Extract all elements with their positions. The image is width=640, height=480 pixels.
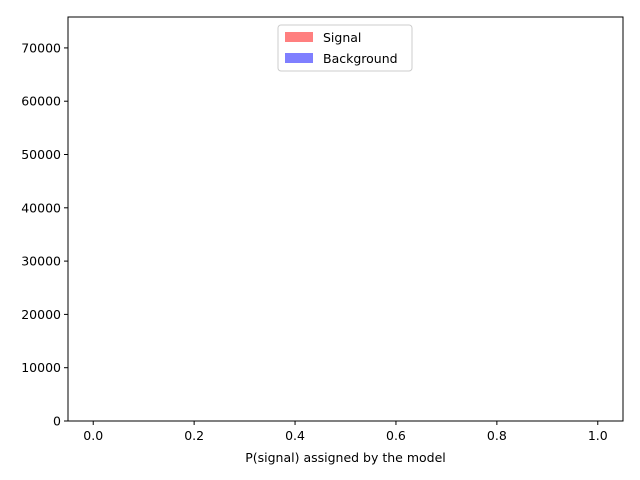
y-tick-label: 50000: [21, 147, 61, 162]
x-tick-label: 0.4: [285, 428, 305, 443]
x-axis-label: P(signal) assigned by the model: [245, 450, 446, 465]
x-tick-label: 1.0: [588, 428, 608, 443]
axes-frame: [67, 16, 624, 422]
legend-label-background: Background: [323, 51, 398, 66]
x-axis-ticks: 0.0 0.2 0.4 0.6 0.8 1.0: [83, 421, 608, 443]
y-tick-label: 30000: [21, 254, 61, 269]
y-tick-label: 10000: [21, 360, 61, 375]
legend: Signal Background: [277, 24, 413, 72]
legend-swatch-signal: [285, 32, 313, 42]
x-tick-label: 0.6: [386, 428, 406, 443]
x-tick-label: 0.2: [184, 428, 204, 443]
y-axis-ticks: 0 10000 20000 30000 40000 50000 60000 70000: [21, 40, 68, 429]
x-tick-label: 0.8: [487, 428, 507, 443]
y-tick-label: 60000: [21, 94, 61, 109]
y-tick-label: 20000: [21, 307, 61, 322]
y-tick-label: 70000: [21, 40, 61, 55]
legend-swatch-background: [285, 53, 313, 63]
y-tick-label: 0: [53, 414, 61, 429]
y-tick-label: 40000: [21, 200, 61, 215]
legend-label-signal: Signal: [323, 30, 361, 45]
x-tick-label: 0.0: [83, 428, 103, 443]
